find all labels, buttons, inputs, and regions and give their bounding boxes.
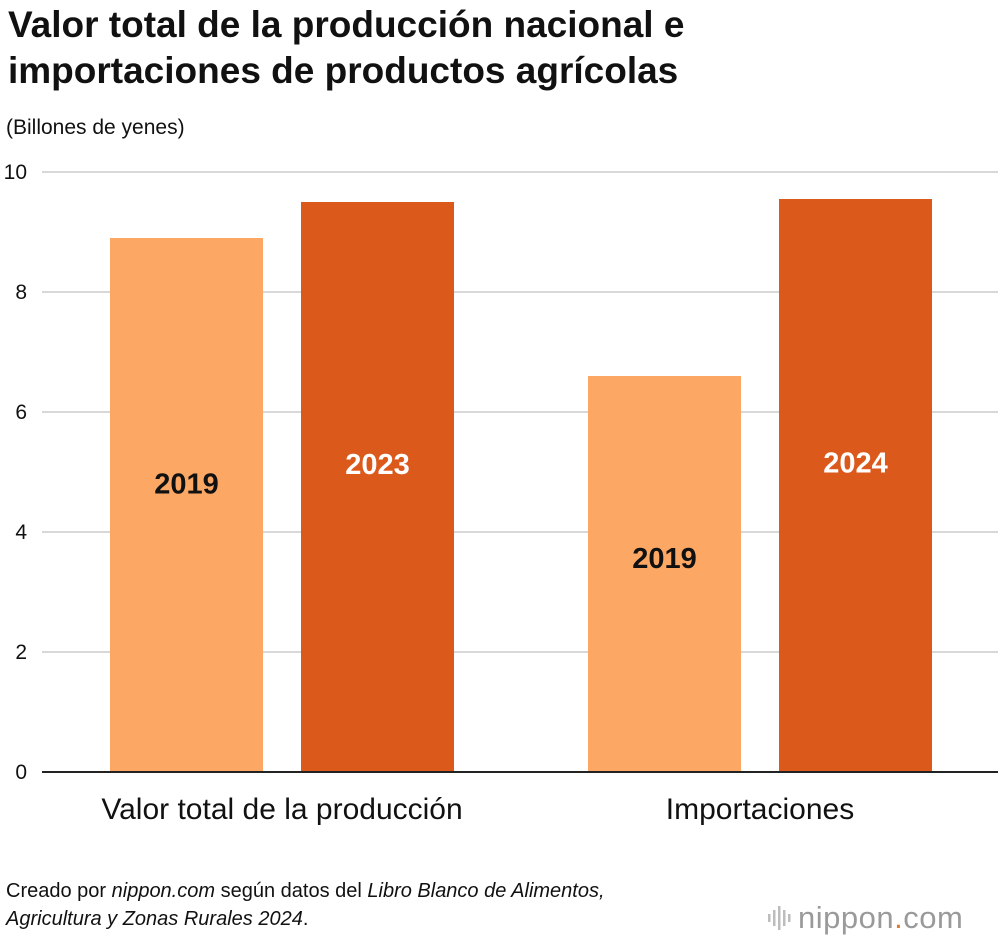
source-text-2: según datos del bbox=[215, 880, 368, 902]
chart-title: Valor total de la producción nacional e … bbox=[8, 2, 988, 94]
logo-name: nippon bbox=[798, 900, 895, 935]
source-site: nippon.com bbox=[111, 880, 216, 902]
y-axis-unit-label: (Billones de yenes) bbox=[6, 116, 185, 139]
y-tick-label: 8 bbox=[15, 281, 27, 304]
bar bbox=[110, 238, 263, 772]
bar-label: 2024 bbox=[823, 448, 888, 480]
logo-suffix: com bbox=[903, 900, 964, 935]
source-note: Creado por nippon.com según datos del Li… bbox=[6, 877, 605, 933]
nippon-logo: nippon.com bbox=[768, 900, 963, 936]
chart-title-line-2: importaciones de productos agrícolas bbox=[8, 50, 679, 91]
x-category-label: Importaciones bbox=[666, 793, 854, 826]
bar-label: 2019 bbox=[632, 543, 697, 575]
x-category-label: Valor total de la producción bbox=[101, 793, 462, 826]
y-tick-label: 2 bbox=[15, 641, 27, 664]
y-tick-label: 0 bbox=[15, 761, 27, 784]
bar-label: 2019 bbox=[154, 469, 219, 501]
bar bbox=[779, 199, 932, 772]
logo-dot: . bbox=[894, 900, 904, 935]
bar-chart: 0 2 4 6 8 10 2019 2023 2019 2024 Valor total de la… bbox=[4, 161, 998, 826]
y-tick-label: 10 bbox=[4, 161, 27, 184]
source-publication-2: Agricultura y Zonas Rurales 2024 bbox=[6, 908, 303, 930]
bar bbox=[588, 376, 741, 772]
source-publication-1: Libro Blanco de Alimentos, bbox=[367, 880, 605, 902]
source-text-1: Creado por bbox=[6, 880, 112, 902]
y-tick-label: 4 bbox=[15, 521, 27, 544]
y-tick-label: 6 bbox=[15, 401, 27, 424]
chart-title-line-1: Valor total de la producción nacional e bbox=[8, 4, 685, 45]
source-text-3: . bbox=[302, 908, 309, 930]
bar bbox=[301, 202, 454, 772]
logo-text: nippon.com bbox=[798, 900, 963, 936]
bar-label: 2023 bbox=[345, 449, 410, 481]
sound-bars-icon bbox=[768, 906, 791, 930]
